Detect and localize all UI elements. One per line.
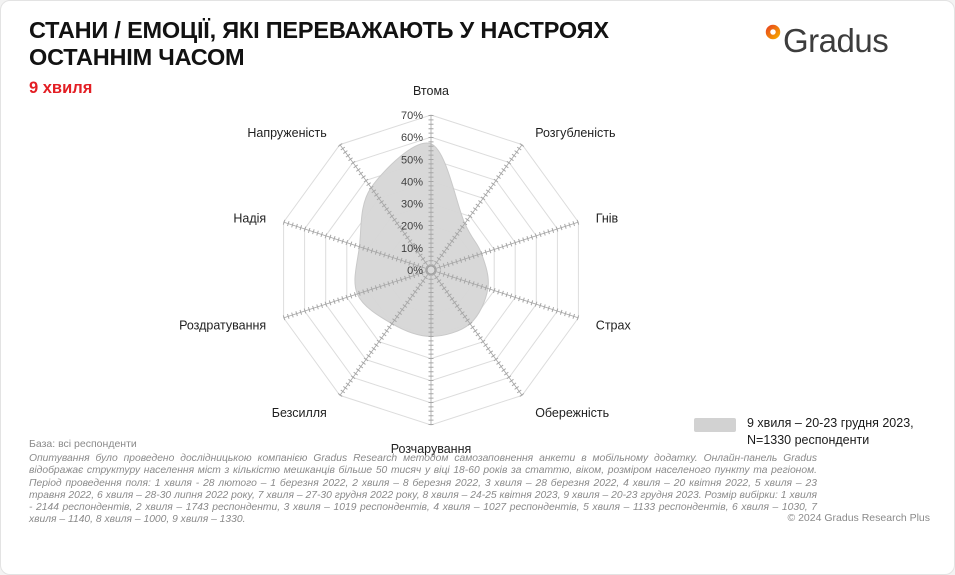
radar-hub-icon [426,265,436,275]
copyright-note: © 2024 Gradus Research Plus [787,512,930,524]
radial-tick-label: 40% [401,176,423,188]
page-title: СТАНИ / ЕМОЦІЇ, ЯКІ ПЕРЕВАЖАЮТЬ У НАСТРО… [29,17,749,71]
radar-series-area [354,142,489,337]
axis-spoke [339,144,432,271]
axis-spoke [430,269,523,396]
page-title-line-2: ОСТАННІМ ЧАСОМ [29,44,245,70]
radial-tick-label: 10% [401,243,423,255]
logo-text: Gradus [783,22,889,59]
legend-label: 9 хвиля – 20-23 грудня 2023, N=1330 респ… [747,415,914,448]
axis-label: Гнів [596,211,619,225]
axis-spoke [339,269,432,396]
base-note: База: всі респонденти [29,438,137,450]
legend-label-line-1: 9 хвиля – 20-23 грудня 2023, [747,416,914,430]
page-title-line-1: СТАНИ / ЕМОЦІЇ, ЯКІ ПЕРЕВАЖАЮТЬ У НАСТРО… [29,17,609,43]
axis-label: Роздратування [179,319,266,333]
radial-tick-label: 20% [401,221,423,233]
legend: 9 хвиля – 20-23 грудня 2023, N=1330 респ… [694,415,914,448]
axis-spoke [283,269,432,319]
radial-tick-label: 60% [401,132,423,144]
axis-label: Втома [413,86,449,98]
axis-spoke [283,221,432,271]
radial-tick-label: 50% [401,154,423,166]
legend-swatch [694,418,736,432]
axis-spoke [430,221,579,271]
wave-subtitle: 9 хвиля [29,79,93,97]
legend-label-line-2: N=1330 респонденти [747,432,870,447]
gradus-logo: Gradus [765,21,889,61]
axis-spoke [430,144,523,271]
axis-label: Безсилля [272,406,327,420]
axis-label: Розчарування [391,442,471,456]
axis-label: Обережність [535,406,609,420]
axis-label: Напруженість [247,126,326,140]
radial-tick-label: 30% [401,199,423,211]
axis-label: Надія [233,211,266,225]
methodology-note: Опитування було проведено дослідницькою … [29,453,817,526]
radar-chart: 0% 10% 20% 30% 40% 50% 60% 70% Втома Розгубленіст… [179,86,632,456]
axis-label: Страх [596,319,632,333]
radial-tick-label: 70% [401,110,423,122]
axis-label: Розгубленість [535,126,615,140]
axis-spoke [430,269,579,319]
degree-mark-icon [765,24,781,40]
radial-tick-label: 0% [407,265,423,277]
